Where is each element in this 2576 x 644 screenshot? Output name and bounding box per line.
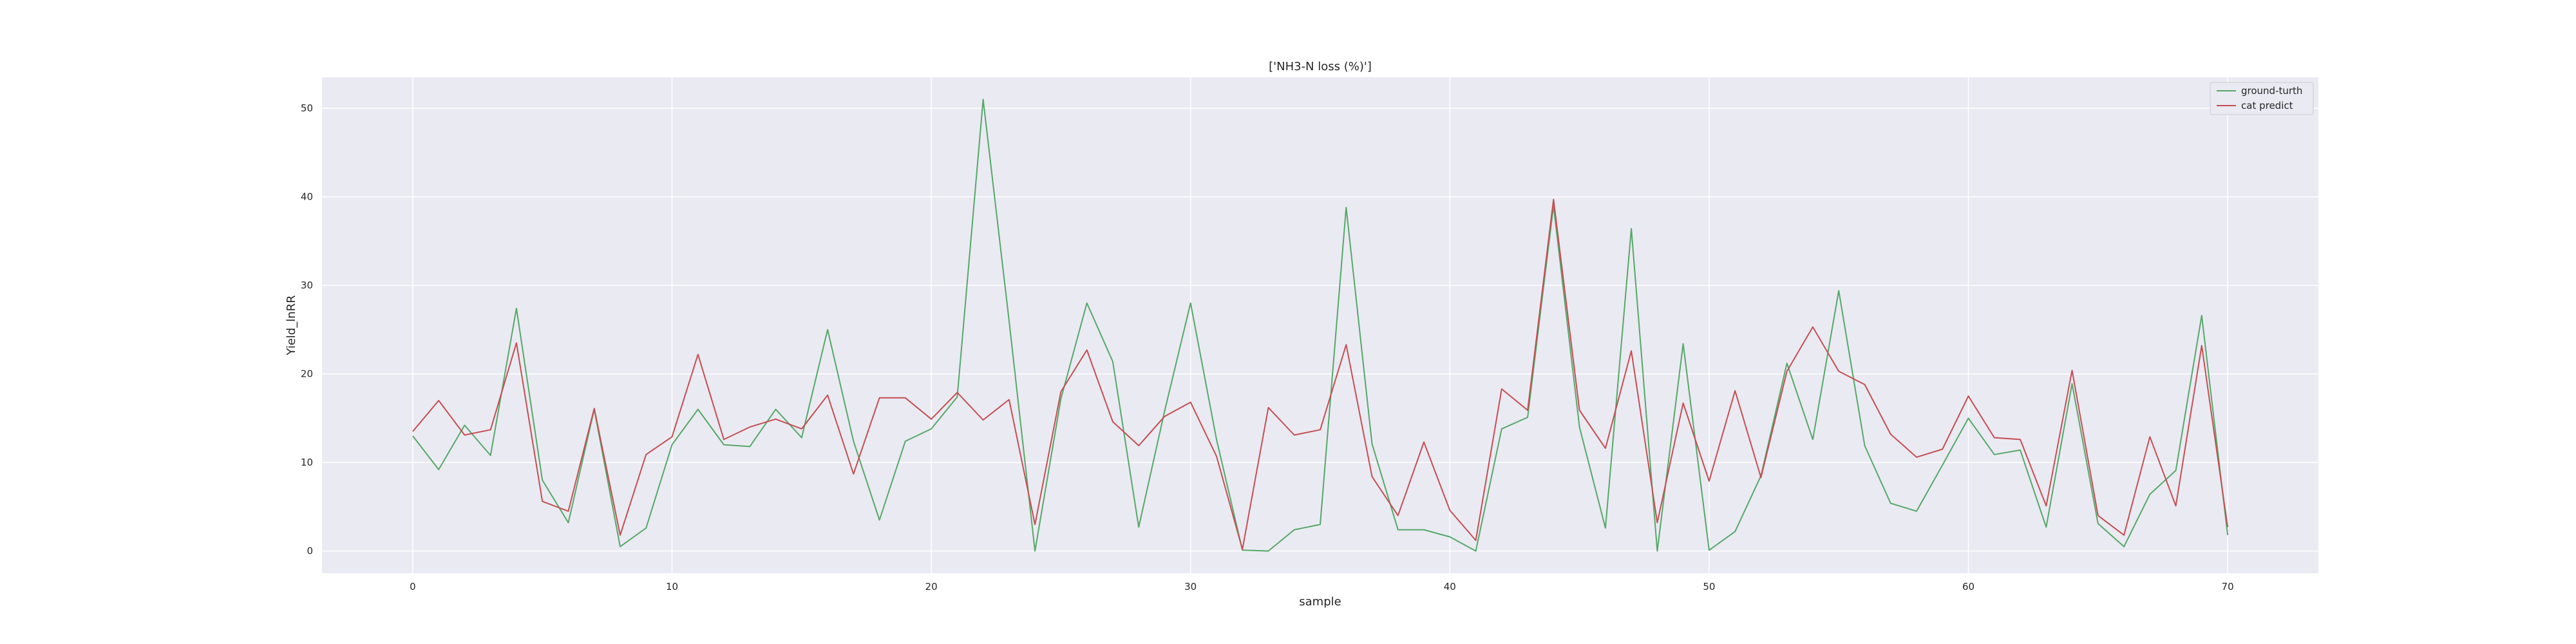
plot-background [322,77,2318,573]
y-tick-label: 40 [301,191,313,203]
grid-lines [322,77,2318,573]
x-tick-label: 50 [1703,581,1715,592]
x-tick-label: 10 [666,581,678,592]
y-axis-label: Yield_lnRR [285,295,298,355]
legend: ground-turth cat predict [2210,82,2314,115]
series-lines [412,99,2229,552]
y-tick-label: 0 [307,545,313,557]
legend-label-ground-turth: ground-turth [2241,85,2302,97]
x-axis-label: sample [1299,595,1341,609]
x-tick-label: 70 [2222,581,2234,592]
y-tick-label: 10 [301,457,313,468]
series-line-ground-turth [412,99,2229,552]
legend-label-cat-predict: cat predict [2241,100,2293,111]
y-tick-label: 30 [301,279,313,291]
chart-title: ['NH3-N loss (%)'] [1269,60,1372,73]
x-tick-label: 0 [410,581,416,592]
x-tick-label: 60 [1962,581,1975,592]
tick-labels: 0 10 20 30 40 50 60 70 0 10 20 30 40 50 [301,102,2234,592]
x-tick-label: 40 [1444,581,1456,592]
x-tick-label: 30 [1184,581,1197,592]
y-tick-label: 50 [301,102,313,114]
series-line-cat-predict [412,198,2229,550]
y-tick-label: 20 [301,368,313,380]
x-tick-label: 20 [925,581,938,592]
